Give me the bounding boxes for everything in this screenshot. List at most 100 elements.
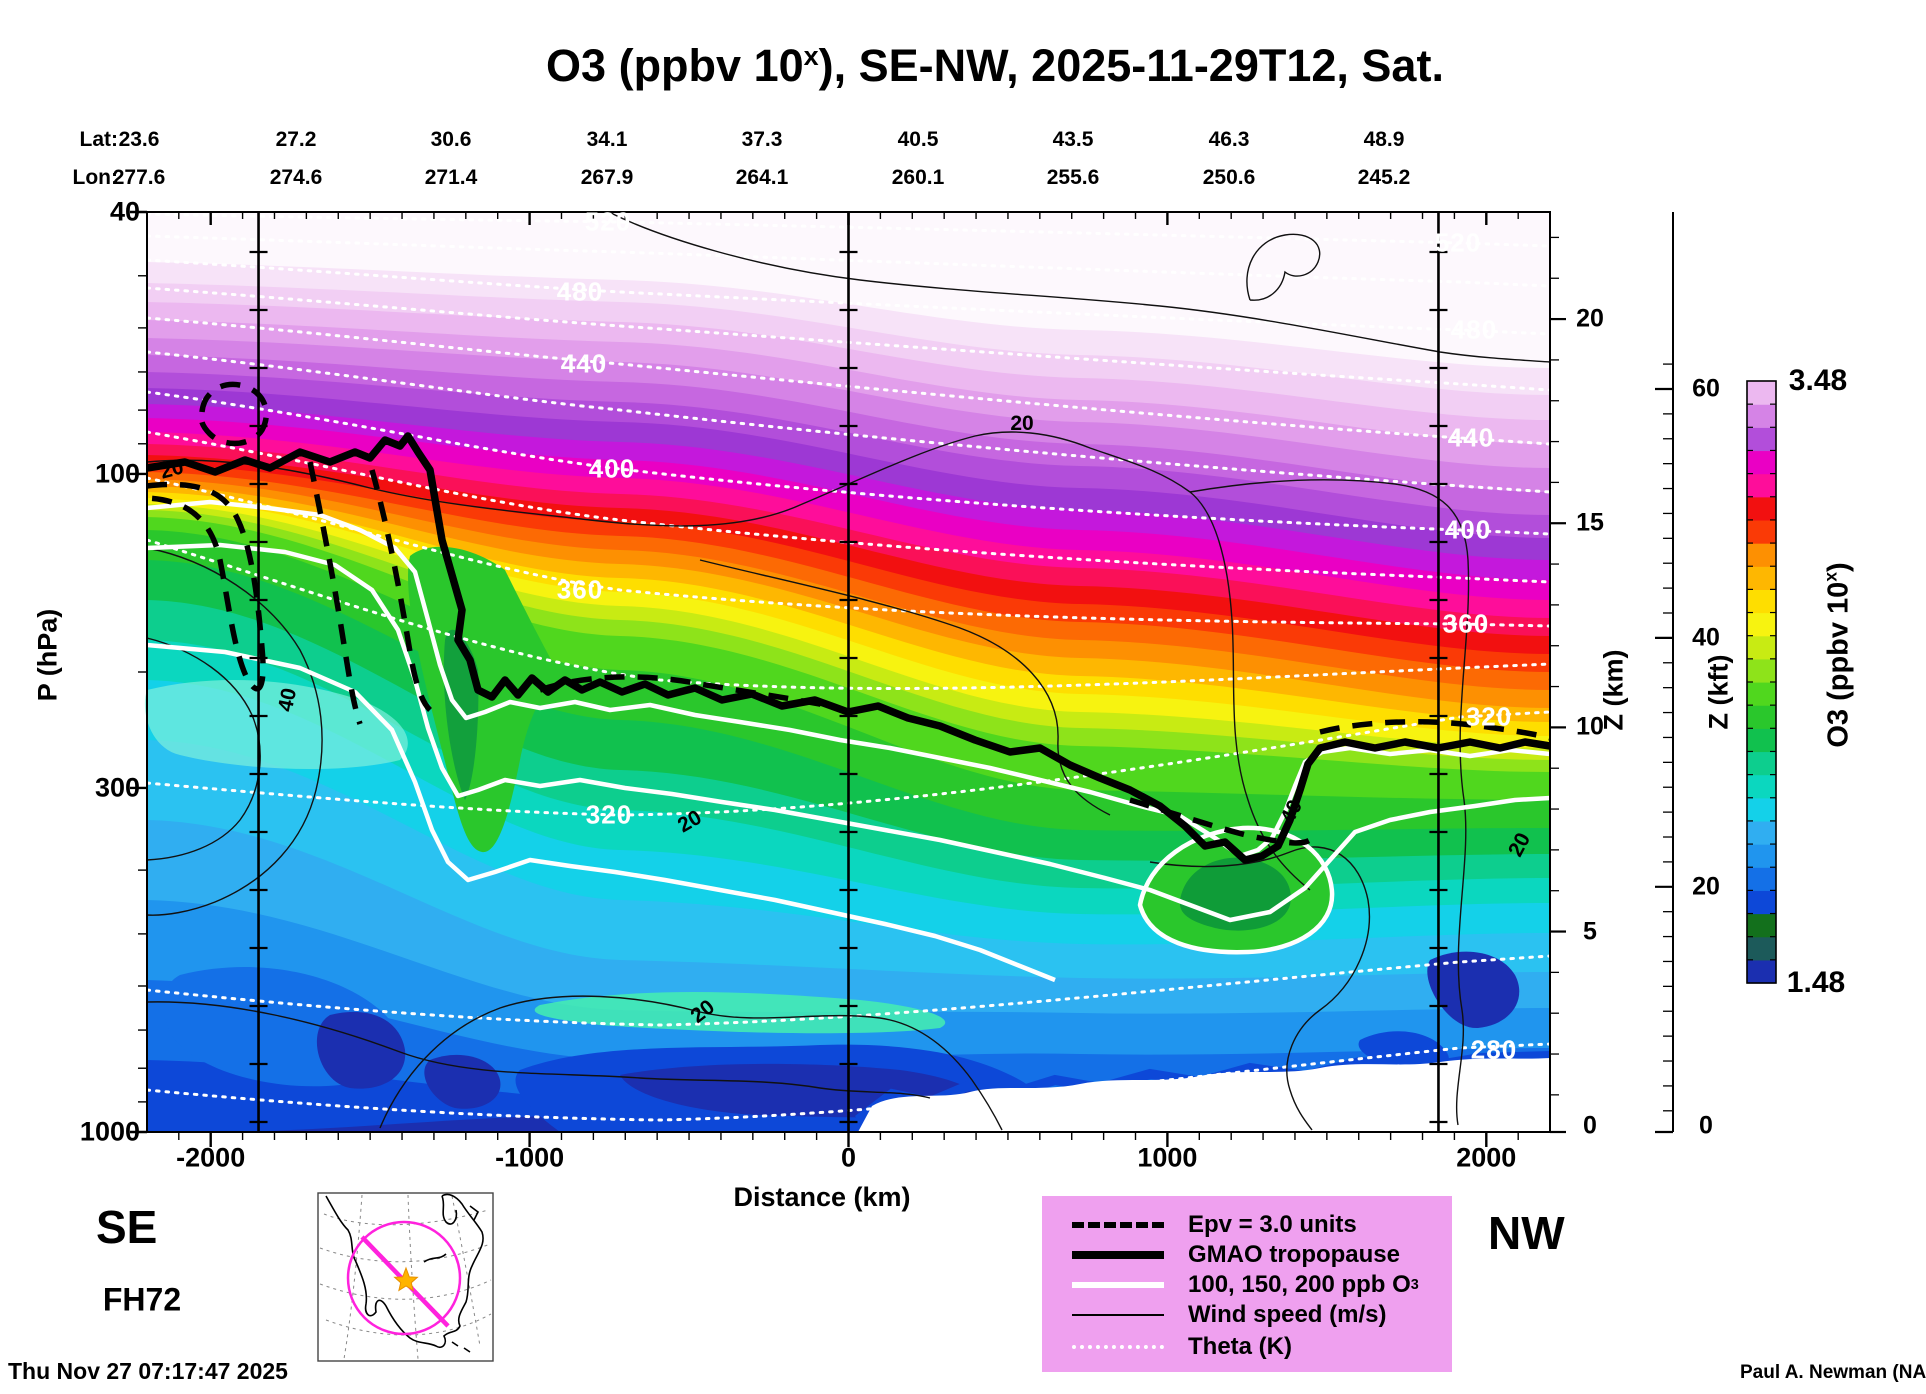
theta-contour-label: 480	[556, 276, 604, 307]
credit: Paul A. Newman (NASA	[1740, 1362, 1926, 1383]
colorbar-segment	[1747, 751, 1776, 776]
lat-value: 48.9	[1363, 128, 1405, 151]
theta-contour-label: 440	[560, 348, 608, 379]
gmao-tropopause-line	[146, 432, 1551, 864]
legend-item-label: Wind speed (m/s)	[1188, 1301, 1387, 1328]
title-suffix: ), SE-NW, 2025-11-29T12, Sat.	[818, 40, 1444, 91]
colorbar-segment	[1747, 381, 1776, 405]
lon-value: 260.1	[891, 166, 945, 189]
lon-value: 264.1	[735, 166, 789, 189]
lat-value: 40.5	[897, 128, 939, 151]
title-prefix: O3 (ppbv 10	[546, 40, 804, 91]
transect-center-star	[393, 1266, 419, 1292]
theta-contour-label: 400	[588, 453, 636, 484]
colorbar-border	[1746, 380, 1777, 984]
mint-wisp	[534, 991, 946, 1034]
lon-value: 245.2	[1357, 166, 1411, 189]
theta-contour-label: 440	[1447, 422, 1495, 453]
colorbar-segment	[1747, 774, 1776, 799]
wind-contour-label: 20	[1010, 412, 1034, 435]
title-superscript: x	[803, 41, 819, 71]
se-end-label: SE	[96, 1201, 158, 1253]
lat-value: 37.3	[741, 128, 783, 151]
theta-contour-label: 520	[1434, 227, 1482, 258]
theta-contour-label: 400	[1444, 514, 1492, 545]
lon-value: 250.6	[1202, 166, 1256, 189]
axes-and-ticks	[130, 210, 1674, 1147]
colorbar-segment	[1747, 635, 1776, 660]
colorbar-max-label: 3.48	[1788, 364, 1848, 397]
legend-item-label: Epv = 3.0 units	[1188, 1211, 1357, 1238]
lat-value: 27.2	[275, 128, 317, 151]
lat-value: 34.1	[586, 128, 628, 151]
zkm-tick-label: 5	[1583, 917, 1597, 946]
colorbar-segment	[1747, 867, 1776, 891]
theta-contour-label: 360	[556, 574, 604, 605]
lon-row-label: Lon:	[72, 166, 118, 189]
chart-title: O3 (ppbv 10x), SE-NW, 2025-11-29T12, Sat…	[546, 40, 1444, 92]
zkft-tick-label: 60	[1692, 374, 1720, 403]
theta-contour-label: 360	[1442, 608, 1490, 639]
legend: Epv = 3.0 units GMAO tropopause 100, 150, …	[1042, 1196, 1452, 1372]
dotted-white-line-sample	[1072, 1345, 1164, 1349]
lon-value: 271.4	[424, 166, 478, 189]
theta-contour-label: 520	[584, 206, 632, 237]
lat-value: 43.5	[1052, 128, 1094, 151]
o3-field-features	[144, 546, 1551, 1132]
legend-item: Epv = 3.0 units	[1072, 1211, 1357, 1238]
thin-black-line-sample	[1072, 1314, 1164, 1316]
pale-cyan-patch	[144, 679, 408, 770]
epv-contours	[146, 381, 1551, 846]
lon-value: 277.6	[112, 166, 166, 189]
nw-end-label: NW	[1488, 1207, 1565, 1259]
z-kft-axis-title: Z (kft)	[1703, 654, 1734, 730]
colorbar-segment	[1747, 936, 1776, 961]
colorbar-segment	[1747, 820, 1776, 845]
green-tongue	[408, 546, 560, 853]
x-axis-title: Distance (km)	[733, 1182, 911, 1212]
colorbar-segment	[1747, 797, 1776, 822]
colorbar-segment	[1747, 682, 1776, 706]
surface-terrain	[858, 1058, 1550, 1132]
zkft-tick-label: 20	[1692, 872, 1720, 901]
colorbar-segment	[1747, 496, 1776, 521]
colorbar	[1746, 380, 1777, 984]
thick-white-line-sample	[1072, 1282, 1164, 1288]
cbar-label-prefix: O3 (ppbv 10	[1822, 581, 1855, 748]
wind-speed-contours	[146, 211, 1551, 1131]
z-km-axis-title: Z (km)	[1598, 649, 1629, 731]
pressure-axis-title: P (hPa)	[32, 608, 63, 702]
legend-subscript: 3	[1410, 1277, 1419, 1293]
lat-row-label: Lat:	[79, 128, 119, 151]
theta-contour-label: 480	[1450, 314, 1498, 345]
plot-border	[146, 211, 1551, 1133]
x-tick-label: -1000	[495, 1142, 565, 1173]
zkm-tick-label: 0	[1583, 1111, 1597, 1140]
cbar-label-suffix: )	[1822, 562, 1855, 572]
colorbar-segment	[1747, 404, 1776, 428]
theta-contour-label: 320	[1465, 701, 1513, 732]
cbar-label-sup: x	[1820, 572, 1841, 582]
lat-value: 46.3	[1208, 128, 1250, 151]
zkm-tick-label: 10	[1576, 712, 1604, 741]
colorbar-segment	[1747, 890, 1776, 915]
zkft-tick-label: 0	[1699, 1111, 1713, 1140]
legend-item-label: Theta (K)	[1188, 1333, 1292, 1360]
forecast-hour-label: FH72	[102, 1281, 182, 1318]
p-tick-label: 40	[109, 196, 140, 227]
wind-contour-label: 40	[273, 686, 302, 714]
colorbar-segment	[1747, 589, 1776, 614]
colorbar-segment	[1747, 473, 1776, 498]
lon-value: 267.9	[580, 166, 634, 189]
colorbar-segment	[1747, 844, 1776, 868]
legend-item: Theta (K)	[1072, 1333, 1292, 1360]
p-tick-label: 100	[94, 458, 140, 489]
transect-range-circle	[346, 1220, 462, 1336]
x-tick-label: 0	[840, 1142, 857, 1173]
colorbar-segment	[1747, 543, 1776, 567]
map-inset	[317, 1192, 494, 1362]
lat-value: 30.6	[430, 128, 472, 151]
